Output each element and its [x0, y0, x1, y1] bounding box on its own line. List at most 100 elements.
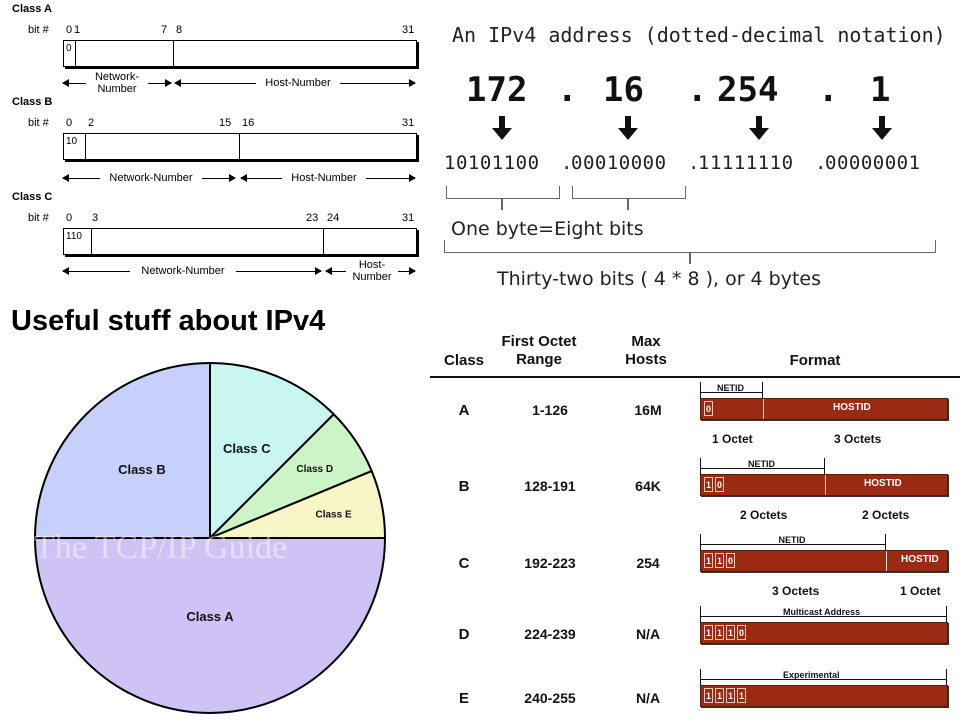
octet-dot: . [818, 70, 839, 110]
bit-number: 31 [402, 117, 415, 129]
header-divider [430, 376, 960, 378]
bit-number: 15 [219, 117, 232, 129]
host-range-label: Host- Number [346, 259, 398, 283]
table-cell-hosts: N/A [635, 690, 661, 706]
octet-count-label: 1 Octet [900, 584, 941, 598]
byte-bracket [572, 186, 686, 199]
binary-octet: 00010000 [571, 152, 667, 174]
netid-label: NETID [717, 383, 744, 393]
network-range-label: Network-Number [100, 172, 202, 184]
binary-dot: . [561, 152, 573, 174]
table-cell-class: C [458, 555, 470, 572]
binary-dot: . [815, 152, 827, 174]
format-bit-cell: 1 [704, 477, 713, 492]
table-cell-hosts: 254 [636, 555, 660, 571]
binary-dot: . [688, 152, 700, 174]
format-bracket-mark [700, 458, 701, 474]
hostid-label: HOSTID [833, 402, 871, 413]
format-bit-cell: 0 [704, 401, 713, 416]
column-header-range: First Octet Range [501, 333, 577, 368]
netid-separator [763, 399, 764, 419]
format-bit-cell: 0 [737, 625, 746, 640]
network-segment [86, 134, 240, 159]
bracket-tick [627, 198, 629, 210]
format-bit-cell: 1 [726, 625, 735, 640]
octet-value: 172 [466, 70, 528, 110]
bit-number: 23 [306, 212, 319, 224]
hostid-label: HOSTID [864, 478, 902, 489]
format-bracket-mark [762, 382, 763, 398]
bit-number: 24 [327, 212, 340, 224]
table-cell-class: D [458, 626, 470, 643]
format-top-label: Multicast Address [783, 607, 861, 617]
format-bracket-line [700, 392, 762, 393]
table-cell-range: 240-255 [524, 690, 576, 706]
pie-slice-label: Class C [223, 441, 271, 456]
table-cell-class: E [458, 690, 469, 707]
class-a-bit-bar: 0 [63, 40, 417, 67]
bit-label: bit # [28, 212, 49, 224]
table-cell-hosts: N/A [635, 626, 661, 642]
class-a-title: Class A [12, 3, 52, 15]
format-bit-cell: 1 [726, 688, 735, 703]
column-header-format: Format [789, 352, 841, 369]
column-header-hosts: Max Hosts [625, 333, 667, 368]
format-bracket-mark [700, 669, 701, 685]
watermark-text: The TCP/IP Guide [34, 529, 287, 566]
table-cell-class: A [458, 402, 470, 419]
format-bit-cell: 1 [704, 625, 713, 640]
table-cell-range: 192-223 [524, 555, 576, 571]
octet-value: 16 [603, 70, 644, 110]
network-segment [76, 41, 174, 66]
format-bracket-line [700, 544, 885, 545]
bit-label: bit # [28, 24, 49, 36]
table-cell-hosts: 64K [635, 478, 661, 494]
table-cell-range: 224-239 [524, 626, 576, 642]
format-bar: 0 HOSTID [700, 398, 948, 420]
format-bracket-mark [946, 669, 947, 685]
format-bracket-line [700, 616, 946, 617]
format-bit-cell: 1 [715, 553, 724, 568]
dotted-decimal-title: An IPv4 address (dotted-decimal notation… [452, 23, 946, 47]
netid-separator [886, 551, 887, 571]
byte-bracket [446, 186, 560, 199]
format-bracket-mark [885, 534, 886, 550]
bit-number: 3 [92, 212, 99, 224]
one-byte-note: One byte=Eight bits [451, 218, 644, 240]
page-title: Useful stuff about IPv4 [11, 305, 326, 337]
table-cell-range: 128-191 [524, 478, 576, 494]
bit-number: 7 [161, 24, 168, 36]
format-bar: 1 0 HOSTID [700, 474, 948, 496]
netid-label: NETID [778, 535, 806, 545]
format-bit-cell: 1 [704, 688, 713, 703]
format-bit-cell: 1 [704, 553, 713, 568]
network-range-label: Network-Number [130, 265, 236, 277]
hostid-label: HOSTID [901, 554, 939, 565]
bit-number: 31 [402, 24, 415, 36]
pie-slice-label: Class D [296, 464, 333, 475]
binary-octet: 00000001 [825, 152, 921, 174]
network-range-label: Network- Number [86, 71, 148, 95]
octet-dot: . [557, 70, 578, 110]
total-bits-note: Thirty-two bits ( 4 * 8 ), or 4 bytes [497, 268, 822, 290]
netid-separator [825, 475, 826, 495]
table-cell-range: 1-126 [532, 402, 568, 418]
format-bit-cell: 0 [715, 477, 724, 492]
bit-number: 16 [242, 117, 255, 129]
format-bracket-mark [700, 382, 701, 398]
bit-number: 31 [402, 212, 415, 224]
bit-label: bit # [28, 117, 49, 129]
format-bracket-mark [824, 458, 825, 474]
class-distribution-pie: The TCP/IP Guide Class B Class C Class D Cl… [33, 361, 387, 714]
octet-count-label: 3 Octets [772, 584, 820, 598]
class-prefix-bits: 10 [64, 134, 86, 159]
host-range-label: Host-Number [282, 172, 366, 184]
format-bracket-mark [700, 606, 701, 622]
column-header-class: Class [443, 352, 485, 369]
class-c-title: Class C [12, 191, 53, 203]
format-bracket-mark [700, 534, 701, 550]
class-b-bit-bar: 10 [63, 133, 417, 160]
class-c-bit-bar: 110 [63, 228, 417, 255]
bit-number: 2 [88, 117, 95, 129]
network-segment [92, 229, 324, 254]
